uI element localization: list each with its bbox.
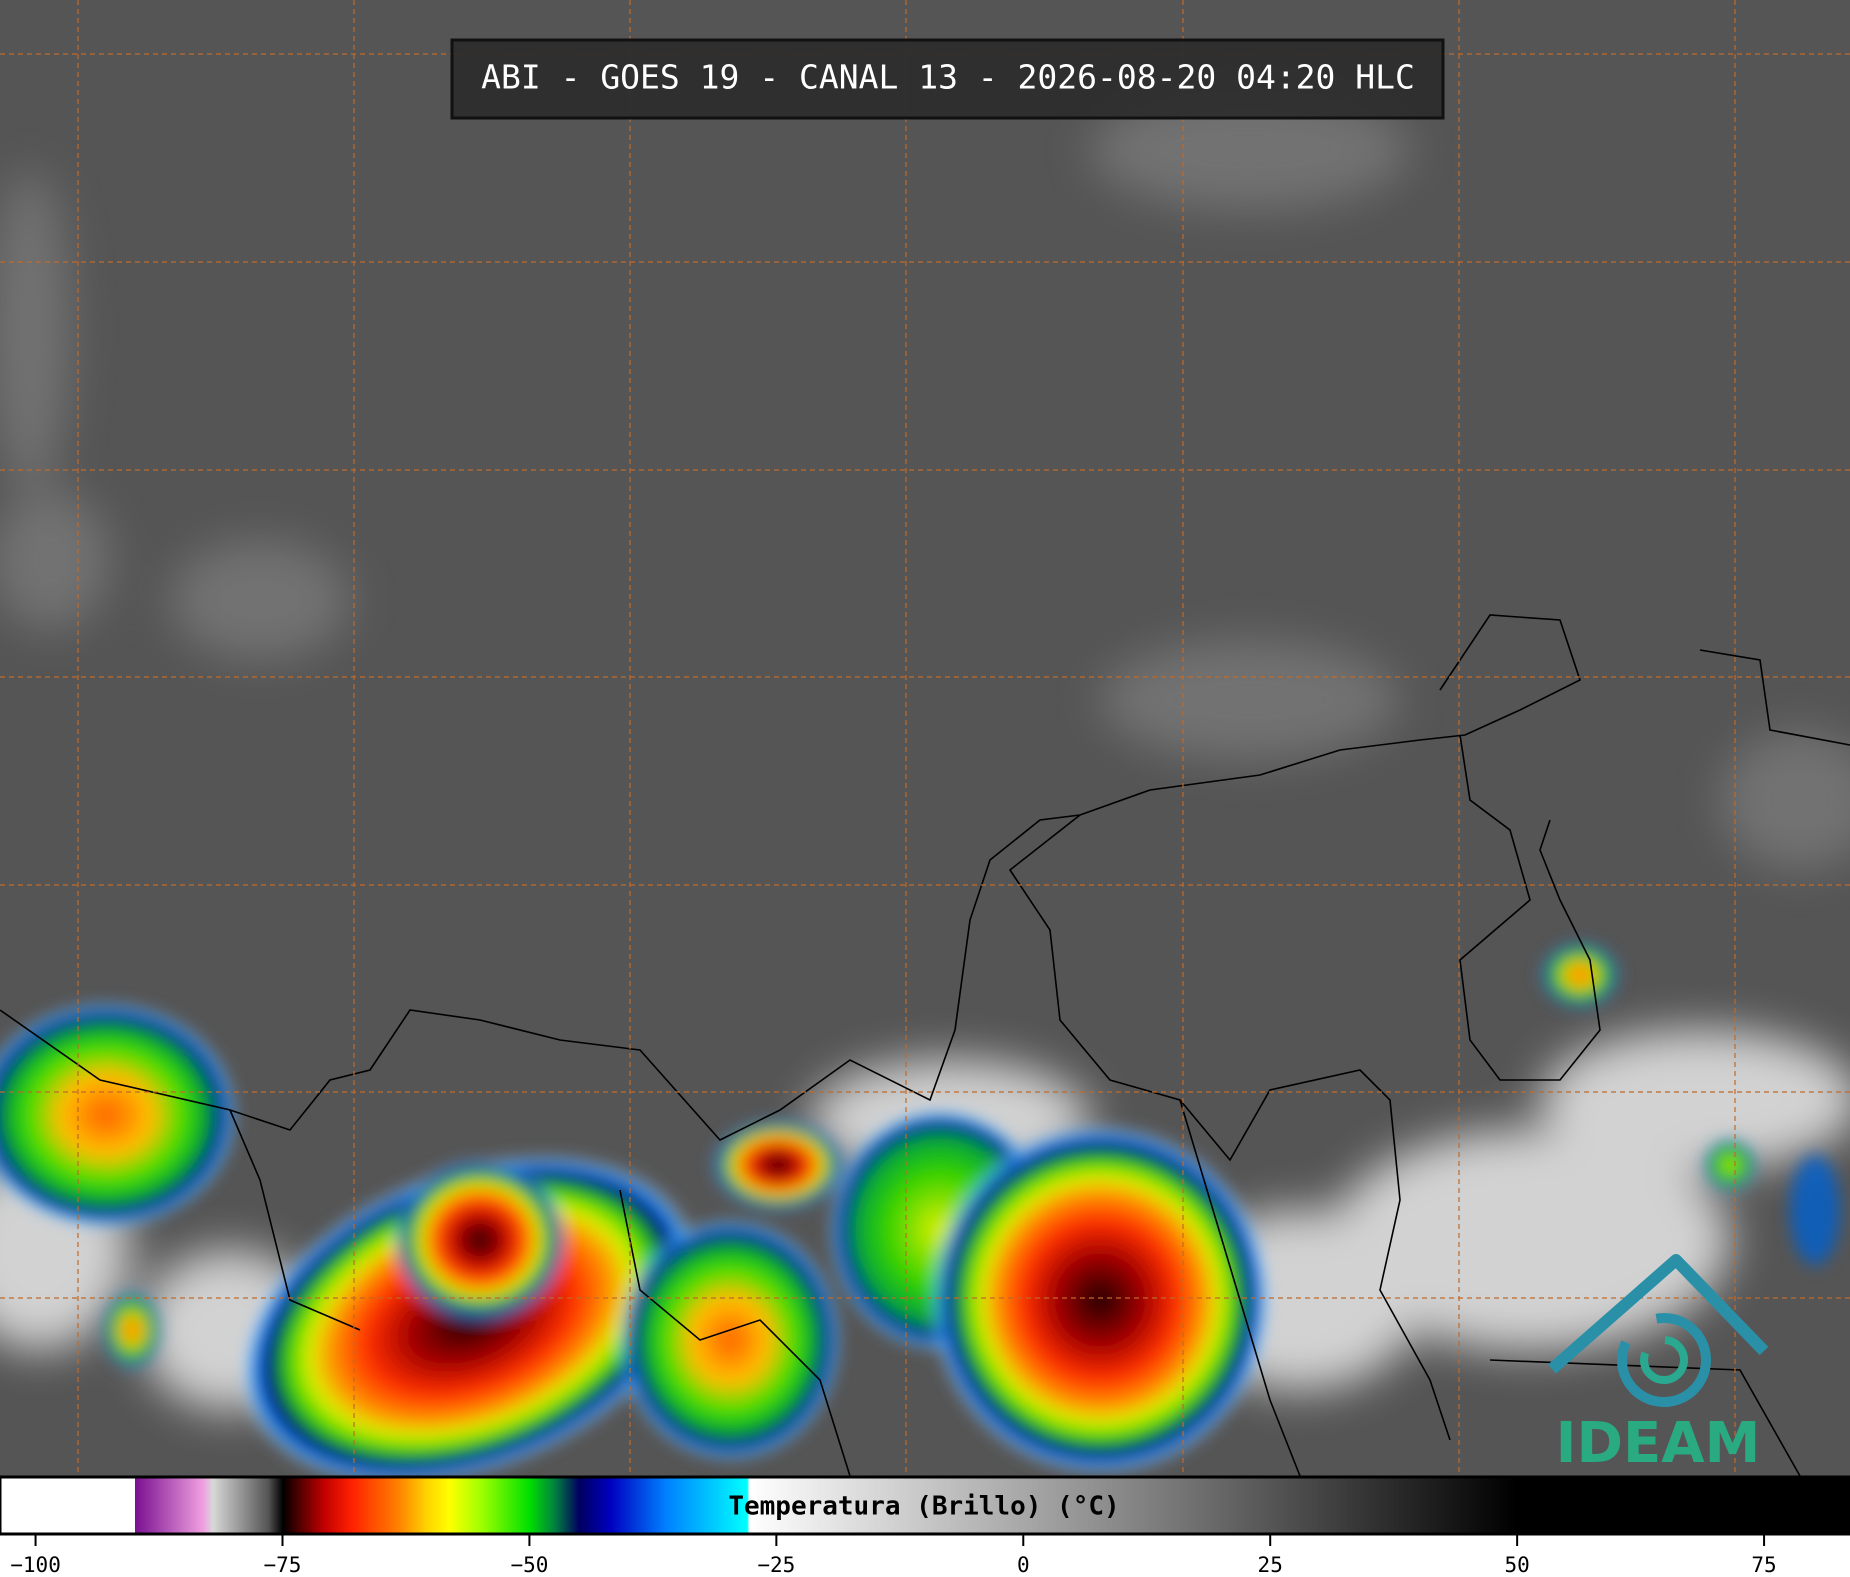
- logo-text: IDEAM: [1556, 1411, 1761, 1476]
- colorbar-label: Temperatura (Brillo) (°C): [728, 1492, 1119, 1522]
- tick-label: 0: [1017, 1553, 1030, 1577]
- colorbar-ticks: −100 −75 −50 −25 0 25 50 75: [10, 1534, 1777, 1577]
- tick-label: −25: [757, 1553, 795, 1577]
- graticule: [0, 0, 1850, 1476]
- tick-label: 75: [1751, 1553, 1776, 1577]
- title: ABI - GOES 19 - CANAL 13 - 2026-08-20 04…: [481, 58, 1415, 97]
- logo: IDEAM: [1548, 1254, 1769, 1476]
- tick-label: −75: [264, 1553, 302, 1577]
- tick-label: −50: [510, 1553, 548, 1577]
- tick-label: −100: [10, 1553, 61, 1577]
- colorbar: [0, 1475, 1850, 1536]
- borders: [0, 614, 1850, 1477]
- tick-label: 50: [1504, 1553, 1529, 1577]
- title-box: [450, 38, 1445, 120]
- tick-label: 25: [1258, 1553, 1283, 1577]
